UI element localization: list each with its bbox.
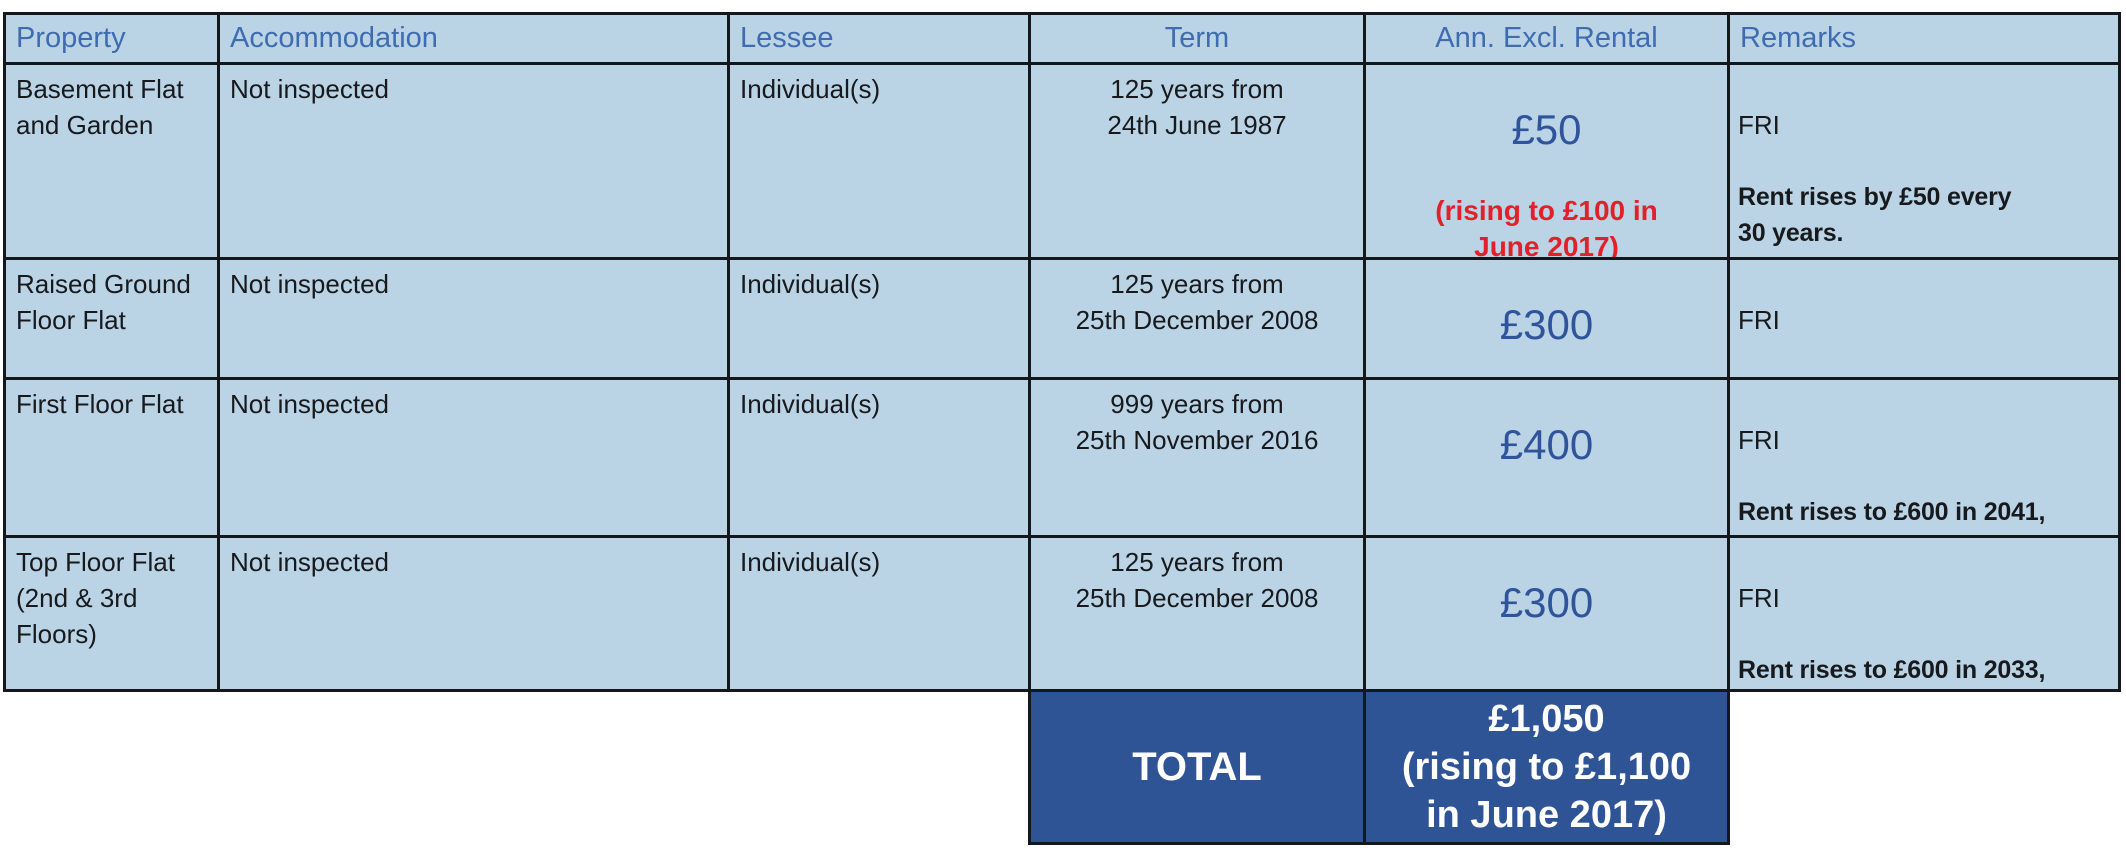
term-cell: 999 years from 25th November 2016 <box>1031 380 1363 535</box>
remarks-cell: FRI Rent rises to £600 in 2041, £1,200 i… <box>1730 380 2118 535</box>
total-row: TOTAL £1,050 (rising to £1,100 in June 2… <box>1028 692 1730 845</box>
accommodation-cell: Not inspected <box>220 65 727 257</box>
header-cell-accommodation: Accommodation <box>220 15 727 62</box>
remarks-cell: FRI Rent rises by £50 every 30 years. Va… <box>1730 65 2118 257</box>
rental-amount: £400 <box>1499 421 1594 468</box>
accommodation-cell: Not inspected <box>220 380 727 535</box>
accommodation-cell: Not inspected <box>220 538 727 689</box>
header-cell-term: Term <box>1031 15 1363 62</box>
remarks-bold: Rent rises to £600 in 2033, £1,200 in 20… <box>1738 656 2046 684</box>
remarks-cell: FRI Rent rises to £600 in 2033 and £1,20… <box>1730 260 2118 377</box>
term-cell: 125 years from 25th December 2008 <box>1031 260 1363 377</box>
property-cell: Top Floor Flat (2nd & 3rd Floors) <box>6 538 217 689</box>
remarks-bold: Rent rises to £600 in 2041, £1,200 in 20… <box>1738 498 2046 535</box>
rental-cell: £300 <box>1366 538 1727 689</box>
rental-note: (rising to £100 in June 2017) <box>1435 195 1658 257</box>
remarks-fri: FRI <box>1738 110 1780 140</box>
total-amount-cell: £1,050 (rising to £1,100 in June 2017) <box>1366 692 1727 842</box>
remarks-bold: Rent rises by £50 every 30 years. <box>1738 183 2012 247</box>
header-cell-rental: Ann. Excl. Rental <box>1366 15 1727 62</box>
remarks-fri: FRI <box>1738 305 1780 335</box>
lessee-cell: Individual(s) <box>730 380 1028 535</box>
remarks-fri: FRI <box>1738 425 1780 455</box>
property-cell: First Floor Flat <box>6 380 217 535</box>
property-cell: Raised Ground Floor Flat <box>6 260 217 377</box>
lessee-cell: Individual(s) <box>730 538 1028 689</box>
rental-amount: £300 <box>1499 301 1594 348</box>
rental-cell: £50 (rising to £100 in June 2017) <box>1366 65 1727 257</box>
header-cell-remarks: Remarks <box>1730 15 2118 62</box>
accommodation-cell: Not inspected <box>220 260 727 377</box>
term-cell: 125 years from 24th June 1987 <box>1031 65 1363 257</box>
total-label: TOTAL <box>1132 744 1262 789</box>
header-cell-lessee: Lessee <box>730 15 1028 62</box>
remarks-cell: FRI Rent rises to £600 in 2033, £1,200 i… <box>1730 538 2118 689</box>
tenancy-schedule-table: Property Accommodation Lessee Term Ann. … <box>3 12 2121 692</box>
total-amount: £1,050 (rising to £1,100 in June 2017) <box>1401 698 1692 836</box>
lessee-cell: Individual(s) <box>730 65 1028 257</box>
rental-cell: £400 <box>1366 380 1727 535</box>
property-cell: Basement Flat and Garden <box>6 65 217 257</box>
rental-amount: £50 <box>1511 106 1582 153</box>
remarks-fri: FRI <box>1738 583 1780 613</box>
rental-cell: £300 <box>1366 260 1727 377</box>
header-cell-property: Property <box>6 15 217 62</box>
rental-amount: £300 <box>1499 579 1594 626</box>
remarks-bold: Rent rises to £600 in 2033 and £1,200 in… <box>1738 374 2116 377</box>
lessee-cell: Individual(s) <box>730 260 1028 377</box>
total-label-cell: TOTAL <box>1031 692 1363 842</box>
term-cell: 125 years from 25th December 2008 <box>1031 538 1363 689</box>
